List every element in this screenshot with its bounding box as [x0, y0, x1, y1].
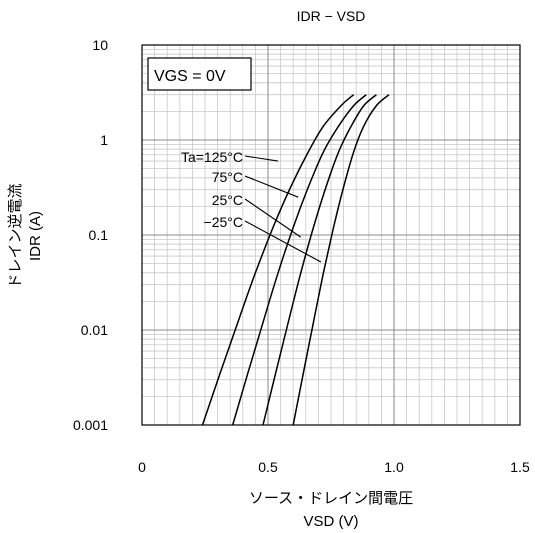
grid-major: [142, 45, 520, 425]
y-tick-label: 1: [100, 132, 108, 148]
annotation-label: Ta=125°C: [181, 149, 243, 165]
annotation-leader: [244, 155, 279, 162]
annotation-label: −25°C: [204, 214, 243, 230]
plot-frame: [141, 44, 521, 426]
legend-text: VGS = 0V: [154, 68, 226, 85]
annotation-label: 75°C: [212, 169, 243, 185]
legend-box: [147, 57, 252, 91]
annotation-leaders: [244, 155, 322, 263]
annotation-leader: [244, 175, 299, 198]
series-line-1: [201, 94, 355, 426]
y-tick-label: 0.001: [73, 417, 108, 433]
annotation-leader: [244, 198, 302, 238]
annotation-label: 25°C: [212, 192, 243, 208]
x-tick-label: 0.5: [258, 459, 278, 475]
annotation-leader: [244, 220, 322, 263]
series-line-3: [262, 94, 377, 426]
y-axis-label: ドレイン逆電流: [7, 183, 24, 288]
series-line-4: [292, 94, 390, 426]
x-tick-label: 0: [138, 459, 146, 475]
y-tick-labels: 0.001 0.01 0.1 1 10: [73, 37, 108, 433]
chart-title: IDR − VSD: [297, 8, 366, 24]
x-tick-label: 1.0: [384, 459, 404, 475]
y-tick-label: 0.1: [89, 227, 109, 243]
annotation-labels: Ta=125°C 75°C 25°C −25°C: [181, 149, 243, 230]
x-tick-labels: 0 0.5 1.0 1.5: [138, 459, 530, 475]
series-line-2: [231, 94, 367, 426]
y-tick-label: 0.01: [81, 322, 108, 338]
series-layer: [201, 94, 390, 426]
y-axis-unit: IDR (A): [27, 211, 44, 261]
x-axis-unit: VSD (V): [303, 513, 358, 530]
x-axis-label: ソース・ドレイン間電圧: [249, 490, 413, 507]
x-tick-label: 1.5: [510, 459, 530, 475]
y-tick-label: 10: [92, 37, 108, 53]
